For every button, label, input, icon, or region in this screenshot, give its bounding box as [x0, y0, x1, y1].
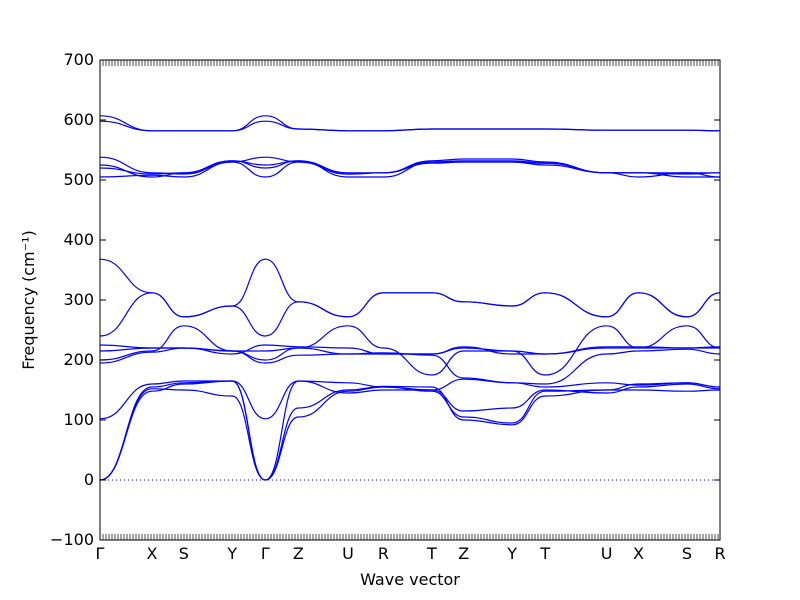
y-axis-label: Frequency (cm⁻¹): [19, 230, 38, 369]
phonon-band-series: [99, 115, 721, 481]
band-line-2: [99, 386, 721, 481]
x-tick-label-14: X: [633, 544, 644, 563]
x-tick-label-11: Y: [506, 544, 517, 563]
y-tick-label: 0: [84, 470, 94, 489]
band-line-6: [99, 325, 721, 376]
y-tick-label: 600: [63, 110, 94, 129]
band-line-4: [99, 378, 721, 420]
x-tick-label-15: S: [682, 544, 692, 563]
band-line-13: [99, 160, 721, 178]
y-tick-label: 400: [63, 230, 94, 249]
x-tick-label-9: T: [426, 544, 437, 563]
x-tick-label-5: Γ: [261, 544, 270, 563]
band-line-10: [99, 258, 721, 318]
x-tick-label-1: Γ: [96, 544, 105, 563]
y-tick-label: 200: [63, 350, 94, 369]
band-line-8: [99, 344, 721, 355]
plot-frame: [99, 59, 721, 541]
x-tick-label-4: Y: [226, 544, 237, 563]
x-tick-label-10: Z: [458, 544, 469, 563]
y-tick-label: 300: [63, 290, 94, 309]
x-tick-label-16: R: [714, 544, 725, 563]
y-tick-label: −100: [50, 530, 94, 549]
y-tick-label: 700: [63, 50, 94, 69]
band-line-14: [99, 156, 721, 175]
x-tick-label-12: T: [539, 544, 550, 563]
x-tick-label-7: U: [342, 544, 354, 563]
axis-ticks: −100 0 100 200 300 400 500 600 700 Γ X S Y Γ Z U R T Z Y T U X…: [50, 50, 726, 563]
band-line-16: [99, 115, 721, 132]
band-line-1: [99, 380, 721, 481]
x-tick-label-8: R: [378, 544, 389, 563]
x-axis-label: Wave vector: [360, 570, 460, 589]
y-tick-label: 500: [63, 170, 94, 189]
band-line-11: [99, 161, 720, 178]
x-tick-label-13: U: [601, 544, 613, 563]
y-tick-label: 100: [63, 410, 94, 429]
x-tick-label-6: Z: [293, 544, 304, 563]
x-tick-label-2: X: [146, 544, 157, 563]
x-tick-label-3: S: [179, 544, 189, 563]
band-line-3: [99, 380, 721, 481]
